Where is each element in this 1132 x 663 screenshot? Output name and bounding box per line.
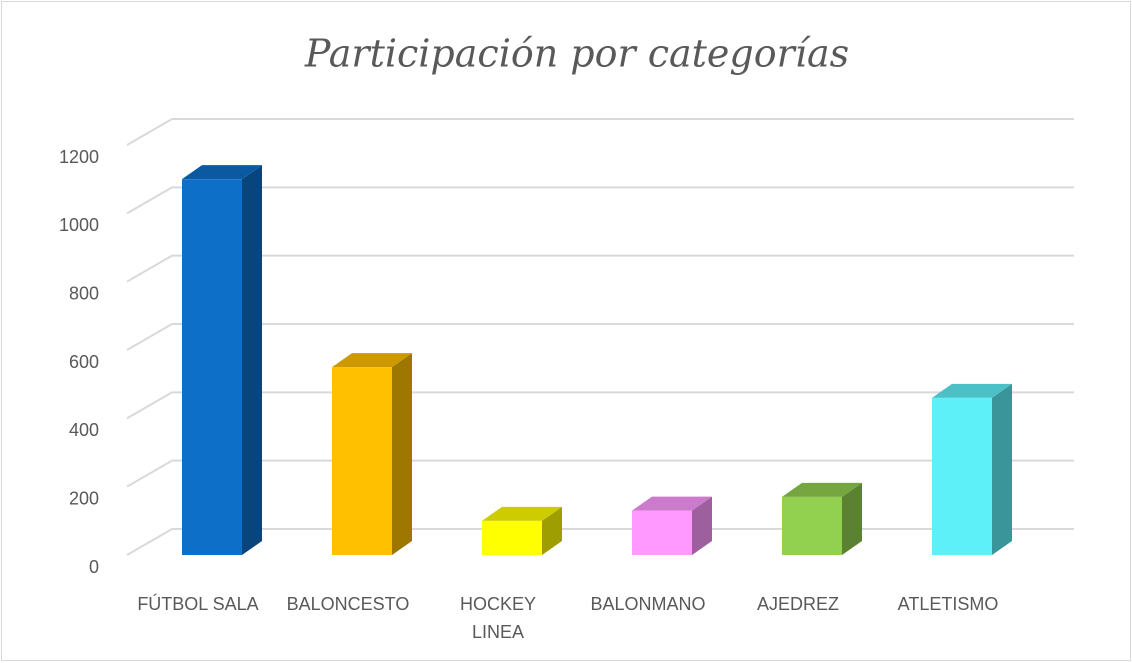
bar — [482, 520, 542, 555]
y-tick-label: 1200 — [59, 147, 99, 167]
y-tick-label: 800 — [69, 283, 99, 303]
x-tick-label: ATLETISMO — [897, 594, 999, 614]
bar — [932, 397, 992, 555]
bar-top — [482, 506, 562, 521]
y-tick-label: 600 — [69, 352, 99, 372]
grid-line — [126, 528, 1074, 556]
y-tick-label: 400 — [69, 420, 99, 440]
bar-top — [182, 165, 262, 180]
bar — [632, 510, 692, 555]
chart-title: Participación por categorías — [304, 32, 849, 76]
bar-top — [782, 482, 862, 497]
grid-line — [126, 254, 1074, 283]
grid-line — [126, 323, 1074, 351]
bar-side — [692, 496, 712, 555]
bar — [782, 496, 842, 555]
bar-top — [332, 353, 412, 368]
bar-side — [992, 383, 1012, 555]
bar-top — [932, 383, 1012, 398]
y-tick-label: 0 — [89, 557, 99, 577]
grid-line — [126, 391, 1074, 420]
x-tick-label: HOCKEY LINEA — [459, 594, 537, 642]
x-tick-label: BALONCESTO — [286, 594, 410, 614]
bar — [332, 367, 392, 555]
x-tick-label: BALONMANO — [590, 594, 706, 614]
bar — [182, 179, 242, 555]
y-tick-label: 1000 — [59, 215, 99, 235]
y-tick-label: 200 — [69, 488, 99, 508]
x-tick-label: AJEDREZ — [756, 594, 839, 614]
bar-side — [242, 165, 262, 555]
x-tick-label: FÚTBOL SALA — [137, 594, 259, 614]
grid-line — [126, 459, 1074, 488]
grid-line — [126, 118, 1074, 146]
bar-top — [632, 496, 712, 511]
bar-side — [392, 353, 412, 555]
grid-line — [126, 186, 1074, 215]
bar-side — [542, 506, 562, 555]
bar-side — [842, 482, 862, 555]
